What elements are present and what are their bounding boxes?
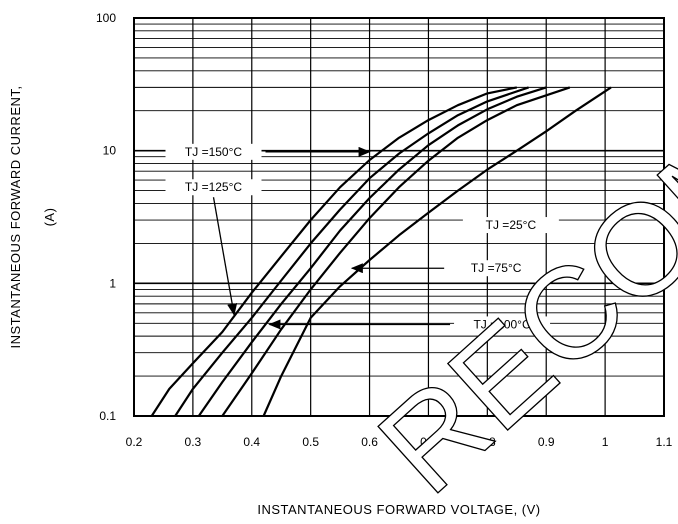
series-lines <box>150 86 612 417</box>
y-tick-label: 100 <box>96 11 116 25</box>
annotation-label: TJ =125°C <box>185 180 242 194</box>
series-line <box>221 86 571 417</box>
annotation-label-bg <box>454 316 551 333</box>
y-tick-label: 1 <box>109 276 116 290</box>
x-tick-label: 0.7 <box>420 435 437 449</box>
y-axis-title-line1: INSTANTANEOUS FORWARD CURRENT, <box>8 86 23 349</box>
annotation: TJ =150°C <box>165 143 371 160</box>
x-tick-label: 0.6 <box>361 435 378 449</box>
annotation-label: TJ =100°C <box>473 317 530 331</box>
series-line <box>197 86 547 417</box>
watermark-text: RECOMMENDED <box>351 0 678 521</box>
series-line <box>150 86 518 417</box>
annotation: TJ =75°C <box>350 260 545 277</box>
x-tick-labels: 0.2 0.3 0.4 0.5 0.6 0.7 0.8 0.9 1 1.1 <box>126 435 673 449</box>
y-axis-title-line2: (A) <box>42 208 57 227</box>
annotation-label-bg <box>165 143 262 160</box>
x-tick-label: 0.5 <box>302 435 319 449</box>
y-tick-label: 0.1 <box>99 409 116 423</box>
series-line <box>174 86 529 417</box>
annotation-label: TJ =75°C <box>471 261 522 275</box>
series-line <box>262 86 612 417</box>
annotation-label: TJ =150°C <box>185 145 242 159</box>
x-tick-label: 0.2 <box>126 435 143 449</box>
grid <box>134 18 664 416</box>
x-tick-label: 0.3 <box>185 435 202 449</box>
x-tick-label: 1 <box>602 435 609 449</box>
annotation: TJ =100°C <box>268 316 551 333</box>
x-axis-title: INSTANTANEOUS FORWARD VOLTAGE, (V) <box>257 502 540 517</box>
y-tick-label: 10 <box>103 144 117 158</box>
annotation: TJ =125°C <box>165 179 262 316</box>
y-tick-labels: 0.1 1 10 100 <box>96 11 116 423</box>
annotation-label-bg <box>462 217 559 234</box>
annotation-arrow <box>212 197 238 316</box>
annotation-label: TJ =25°C <box>486 218 537 232</box>
x-tick-label: 0.4 <box>243 435 260 449</box>
annotation-label-bg <box>165 179 262 196</box>
x-tick-label: 0.8 <box>479 435 496 449</box>
annotation: TJ =25°C <box>462 217 559 234</box>
x-tick-label: 1.1 <box>656 435 673 449</box>
plot-frame <box>133 17 665 417</box>
x-tick-label: 0.9 <box>538 435 555 449</box>
annotation-label-bg <box>448 260 545 277</box>
temperature-annotations: TJ =150°C TJ =125°C TJ =25°C TJ =75°C TJ =10… <box>165 143 559 333</box>
